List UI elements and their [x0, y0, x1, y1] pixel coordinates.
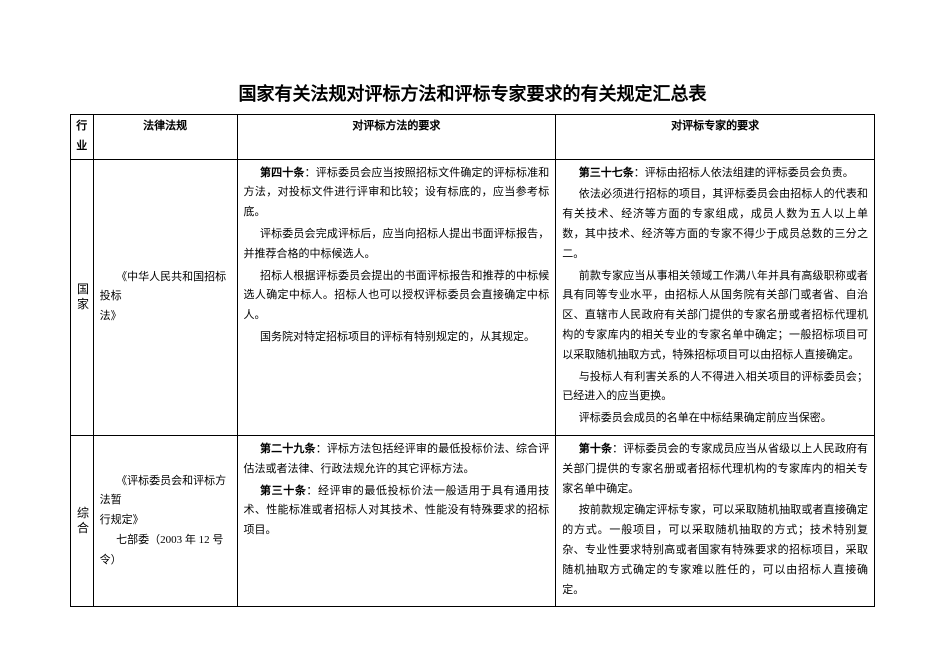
- article-text: 评标委员会完成评标后，应当向招标人提出书面评标报告，并推荐合格的中标候选人。: [244, 225, 550, 265]
- law-line: 《中华人民共和国招标投标: [100, 268, 231, 308]
- header-expert: 对评标专家的要求: [556, 115, 875, 160]
- industry-cell: 综合: [71, 435, 94, 606]
- article-37: 第三十七条：评标由招标人依法组建的评标委员会负责。: [562, 164, 868, 184]
- table-row: 国家 《中华人民共和国招标投标 法》 第四十条：评标委员会应当按照招标文件确定的…: [71, 159, 875, 435]
- header-law: 法律法规: [93, 115, 237, 160]
- law-cell: 《中华人民共和国招标投标 法》: [93, 159, 237, 435]
- header-industry: 行业: [71, 115, 94, 160]
- article-label: 第十条: [579, 443, 612, 455]
- article-label: 第二十九条: [260, 443, 316, 455]
- article-label: 第三十条: [260, 485, 306, 497]
- article-29: 第二十九条：评标方法包括经评审的最低投标价法、综合评估法或者法律、行政法规允许的…: [244, 440, 550, 480]
- header-method: 对评标方法的要求: [237, 115, 556, 160]
- article-30: 第三十条：经评审的最低投标价法一般适用于具有通用技术、性能标准或者招标人对其技术…: [244, 482, 550, 541]
- article-40: 第四十条：评标委员会应当按照招标文件确定的评标标准和方法，对投标文件进行评审和比…: [244, 164, 550, 223]
- article-text: 国务院对特定招标项目的评标有特别规定的，从其规定。: [244, 328, 550, 348]
- law-line: 《评标委员会和评标方法暂: [100, 472, 231, 512]
- method-cell: 第二十九条：评标方法包括经评审的最低投标价法、综合评估法或者法律、行政法规允许的…: [237, 435, 556, 606]
- article-label: 第四十条: [260, 167, 305, 179]
- law-line: 七部委（2003 年 12 号令）: [100, 531, 231, 571]
- table-row: 综合 《评标委员会和评标方法暂 行规定》 七部委（2003 年 12 号令） 第…: [71, 435, 875, 606]
- expert-cell: 第十条：评标委员会的专家成员应当从省级以上人民政府有关部门提供的专家名册或者招标…: [556, 435, 875, 606]
- article-text: 前款专家应当从事相关领域工作满八年并具有高级职称或者具有同等专业水平，由招标人从…: [562, 267, 868, 366]
- method-cell: 第四十条：评标委员会应当按照招标文件确定的评标标准和方法，对投标文件进行评审和比…: [237, 159, 556, 435]
- law-line: 法》: [100, 307, 231, 327]
- expert-cell: 第三十七条：评标由招标人依法组建的评标委员会负责。 依法必须进行招标的项目，其评…: [556, 159, 875, 435]
- industry-cell: 国家: [71, 159, 94, 435]
- article-text: 按前款规定确定评标专家，可以采取随机抽取或者直接确定的方式。一般项目，可以采取随…: [562, 501, 868, 600]
- article-text: 招标人根据评标委员会提出的书面评标报告和推荐的中标候选人确定中标人。招标人也可以…: [244, 267, 550, 326]
- law-cell: 《评标委员会和评标方法暂 行规定》 七部委（2003 年 12 号令）: [93, 435, 237, 606]
- page-title: 国家有关法规对评标方法和评标专家要求的有关规定汇总表: [70, 80, 875, 106]
- page: 国家有关法规对评标方法和评标专家要求的有关规定汇总表 行业 法律法规 对评标方法…: [0, 0, 945, 607]
- table-header-row: 行业 法律法规 对评标方法的要求 对评标专家的要求: [71, 115, 875, 160]
- law-line: 行规定》: [100, 511, 231, 531]
- summary-table: 行业 法律法规 对评标方法的要求 对评标专家的要求 国家 《中华人民共和国招标投…: [70, 114, 875, 607]
- article-text: ：评标由招标人依法组建的评标委员会负责。: [634, 167, 854, 179]
- article-text: 评标委员会成员的名单在中标结果确定前应当保密。: [562, 409, 868, 429]
- article-text: 依法必须进行招标的项目，其评标委员会由招标人的代表和有关技术、经济等方面的专家组…: [562, 185, 868, 264]
- article-10: 第十条：评标委员会的专家成员应当从省级以上人民政府有关部门提供的专家名册或者招标…: [562, 440, 868, 499]
- article-label: 第三十七条: [579, 167, 634, 179]
- industry-label: 综合: [77, 506, 87, 537]
- article-text: 与投标人有利害关系的人不得进入相关项目的评标委员会；已经进入的应当更换。: [562, 368, 868, 408]
- industry-label: 国家: [77, 282, 87, 313]
